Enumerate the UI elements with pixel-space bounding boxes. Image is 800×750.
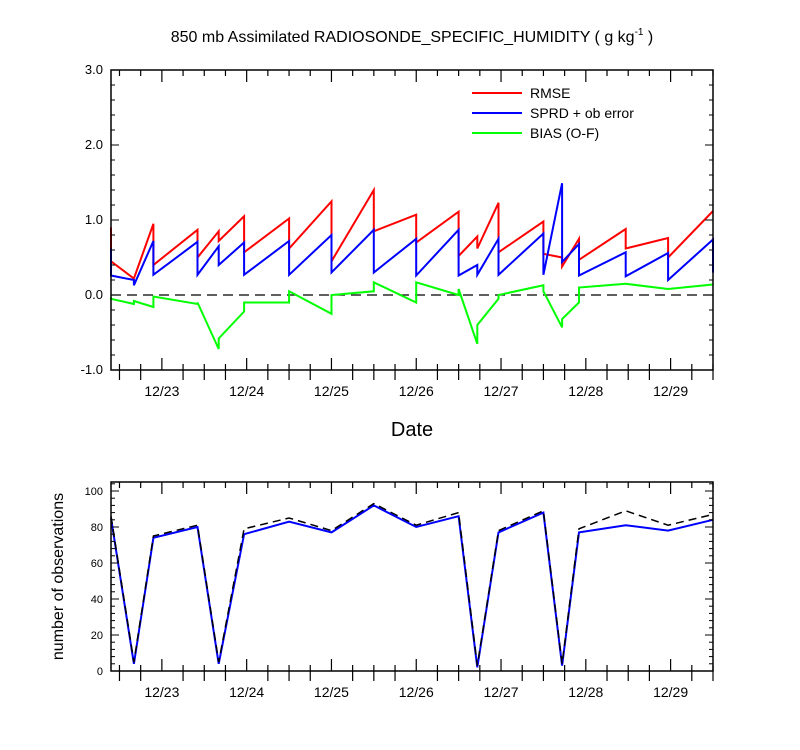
y-tick-label: -1.0 [81, 362, 103, 377]
x-tick-label: 12/25 [314, 383, 349, 399]
figure-title-superscript: -1 [635, 27, 644, 38]
figure-title-main: 850 mb Assimilated RADIOSONDE_SPECIFIC_H… [171, 29, 635, 46]
figure-title: 850 mb Assimilated RADIOSONDE_SPECIFIC_H… [171, 27, 654, 46]
y-tick-label: 0.0 [85, 287, 103, 302]
y-tick-label: 2.0 [85, 137, 103, 152]
legend-rmse-label: RMSE [530, 85, 570, 101]
legend-bias-o-f-label: BIAS (O-F) [530, 125, 599, 141]
legend-sprd-ob-error-label: SPRD + ob error [530, 105, 634, 121]
x-tick-label: 12/26 [399, 684, 434, 700]
x-axis-label: Date [391, 419, 433, 441]
y-tick-label: 20 [91, 630, 103, 642]
series-rmse-line [110, 186, 714, 281]
x-tick-label: 12/29 [653, 383, 688, 399]
y-tick-label: 40 [91, 594, 103, 606]
x-tick-label: 12/27 [484, 383, 519, 399]
y-tick-label: 1.0 [85, 212, 103, 227]
y-tick-label: 80 [91, 522, 103, 534]
y-tick-label: 60 [91, 558, 103, 570]
series-0-line [110, 504, 714, 668]
x-tick-label: 12/28 [568, 684, 603, 700]
x-tick-label: 12/23 [144, 684, 179, 700]
y-tick-label: 100 [85, 486, 103, 498]
series-1-line [110, 502, 714, 666]
chart-bottom: 0 20 40 60 80 100 12/23 12/24 12/25 12/26 12/27 12/… [50, 481, 714, 700]
x-tick-label: 12/25 [314, 684, 349, 700]
x-tick-label: 12/27 [484, 684, 519, 700]
y-tick-label: 0 [97, 666, 103, 678]
x-tick-label: 12/29 [653, 684, 688, 700]
chart-top: -1.0 0.0 1.0 2.0 3.0 12/23 12/24 12/25 12/26 12/2… [81, 62, 714, 441]
x-tick-label: 12/23 [144, 383, 179, 399]
y-axis-label: number of observations [50, 493, 67, 660]
series-bias-o-f-line [110, 280, 714, 350]
x-tick-label: 12/28 [568, 383, 603, 399]
x-tick-label: 12/26 [399, 383, 434, 399]
series-sprd-ob-error-line [110, 182, 714, 286]
plot-frame [110, 481, 714, 672]
x-tick-label: 12/24 [229, 383, 264, 399]
figure-title-end: ) [643, 29, 653, 46]
y-tick-label: 3.0 [85, 62, 103, 77]
x-tick-label: 12/24 [229, 684, 264, 700]
